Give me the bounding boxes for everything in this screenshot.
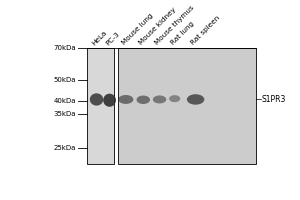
Ellipse shape bbox=[136, 96, 150, 104]
Text: Rat lung: Rat lung bbox=[169, 21, 195, 46]
Text: 40kDa: 40kDa bbox=[53, 98, 76, 104]
Text: Mouse kidney: Mouse kidney bbox=[137, 7, 177, 46]
Ellipse shape bbox=[187, 94, 204, 105]
Ellipse shape bbox=[118, 95, 134, 104]
Ellipse shape bbox=[153, 95, 166, 103]
Text: HeLa: HeLa bbox=[91, 29, 108, 46]
Ellipse shape bbox=[103, 94, 116, 107]
Text: S1PR3: S1PR3 bbox=[262, 95, 286, 104]
Text: Mouse thymus: Mouse thymus bbox=[154, 5, 195, 46]
Text: Mouse lung: Mouse lung bbox=[120, 13, 154, 46]
Text: PC-3: PC-3 bbox=[105, 30, 121, 46]
Text: 50kDa: 50kDa bbox=[53, 77, 76, 83]
Ellipse shape bbox=[90, 93, 103, 106]
Text: Rat spleen: Rat spleen bbox=[190, 15, 221, 46]
Text: 70kDa: 70kDa bbox=[53, 45, 76, 51]
Text: 25kDa: 25kDa bbox=[53, 145, 76, 151]
Text: 35kDa: 35kDa bbox=[53, 111, 76, 117]
Ellipse shape bbox=[169, 95, 180, 102]
FancyBboxPatch shape bbox=[88, 48, 114, 164]
FancyBboxPatch shape bbox=[118, 48, 256, 164]
